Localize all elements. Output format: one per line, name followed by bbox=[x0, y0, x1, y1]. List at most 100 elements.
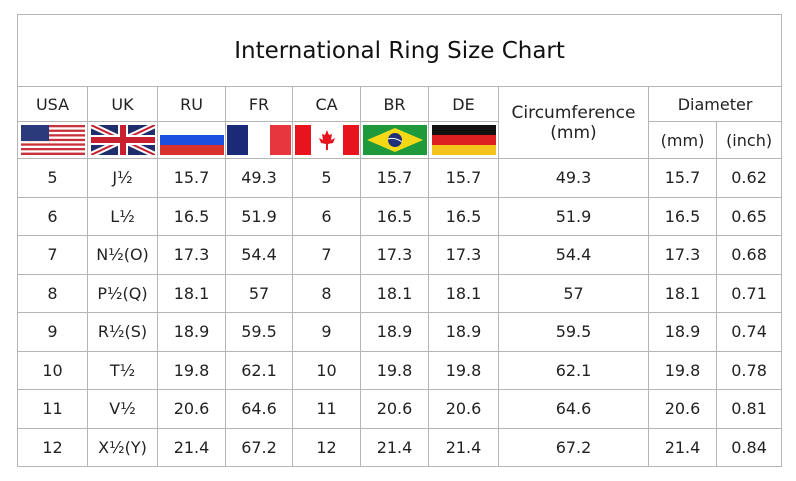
table-row: 11 V½ 20.6 64.6 11 20.6 20.6 64.6 20.6 0.81 bbox=[17, 389, 783, 429]
table-cell: J½ bbox=[87, 158, 158, 198]
table-cell: X½(Y) bbox=[87, 427, 158, 467]
table-cell: 21.4 bbox=[360, 427, 429, 467]
table-cell: 20.6 bbox=[157, 389, 226, 429]
table-cell: 6 bbox=[292, 196, 361, 236]
table-cell: 67.2 bbox=[225, 427, 293, 467]
header-br: BR bbox=[360, 86, 429, 122]
canada-flag-cell bbox=[292, 121, 361, 159]
header-circumference: Circumference (mm) bbox=[498, 86, 649, 159]
table-cell: 21.4 bbox=[428, 427, 499, 467]
table-cell: 20.6 bbox=[428, 389, 499, 429]
table-cell: 54.4 bbox=[225, 235, 293, 275]
table-cell: 9 bbox=[292, 312, 361, 352]
table-cell: 21.4 bbox=[157, 427, 226, 467]
table-cell: 12 bbox=[17, 427, 88, 467]
table-row: 10 T½ 19.8 62.1 10 19.8 19.8 62.1 19.8 0.78 bbox=[17, 350, 783, 390]
table-cell: 62.1 bbox=[498, 350, 649, 390]
germany-flag-icon bbox=[431, 125, 496, 155]
table-cell: 57 bbox=[225, 273, 293, 313]
table-cell: 21.4 bbox=[648, 427, 717, 467]
table-cell: 17.3 bbox=[648, 235, 717, 275]
table-cell: 7 bbox=[17, 235, 88, 275]
header-usa: USA bbox=[17, 86, 88, 122]
table-cell: N½(O) bbox=[87, 235, 158, 275]
header-ca: CA bbox=[292, 86, 361, 122]
table-cell: R½(S) bbox=[87, 312, 158, 352]
table-cell: 49.3 bbox=[225, 158, 293, 198]
france-flag-icon bbox=[227, 125, 291, 155]
table-row: 12 X½(Y) 21.4 67.2 12 21.4 21.4 67.2 21.4 0.84 bbox=[17, 427, 783, 467]
table-cell: 20.6 bbox=[648, 389, 717, 429]
table-cell: 16.5 bbox=[360, 196, 429, 236]
table-row: 6 L½ 16.5 51.9 6 16.5 16.5 51.9 16.5 0.65 bbox=[17, 196, 783, 236]
header-diameter-mm: (mm) bbox=[648, 121, 717, 159]
table-cell: 18.1 bbox=[648, 273, 717, 313]
france-flag-cell bbox=[225, 121, 293, 159]
header-fr: FR bbox=[225, 86, 293, 122]
table-cell: 18.9 bbox=[648, 312, 717, 352]
table-cell: 16.5 bbox=[648, 196, 717, 236]
table-cell: 0.84 bbox=[715, 427, 783, 467]
table-cell: 8 bbox=[292, 273, 361, 313]
table-cell: 67.2 bbox=[498, 427, 649, 467]
table-cell: 0.71 bbox=[715, 273, 783, 313]
table-cell: 17.3 bbox=[360, 235, 429, 275]
table-cell: 18.9 bbox=[360, 312, 429, 352]
table-row: 5 J½ 15.7 49.3 5 15.7 15.7 49.3 15.7 0.62 bbox=[17, 158, 783, 198]
table-cell: 10 bbox=[17, 350, 88, 390]
table-row: 7 N½(O) 17.3 54.4 7 17.3 17.3 54.4 17.3 0.68 bbox=[17, 235, 783, 275]
table-cell: 49.3 bbox=[498, 158, 649, 198]
us-flag-cell bbox=[17, 121, 88, 159]
table-cell: L½ bbox=[87, 196, 158, 236]
russia-flag-cell bbox=[157, 121, 226, 159]
brazil-flag-cell bbox=[360, 121, 429, 159]
table-cell: 0.65 bbox=[715, 196, 783, 236]
table-cell: 59.5 bbox=[498, 312, 649, 352]
uk-flag-cell bbox=[87, 121, 158, 159]
russia-flag-icon bbox=[159, 125, 224, 155]
brazil-flag-icon bbox=[362, 125, 427, 155]
header-uk: UK bbox=[87, 86, 158, 122]
table-cell: 19.8 bbox=[157, 350, 226, 390]
table-cell: 16.5 bbox=[428, 196, 499, 236]
table-cell: 18.1 bbox=[360, 273, 429, 313]
table-cell: 7 bbox=[292, 235, 361, 275]
table-cell: 18.9 bbox=[428, 312, 499, 352]
table-row: 9 R½(S) 18.9 59.5 9 18.9 18.9 59.5 18.9 0.74 bbox=[17, 312, 783, 352]
table-cell: 8 bbox=[17, 273, 88, 313]
table-cell: 0.74 bbox=[715, 312, 783, 352]
header-ru: RU bbox=[157, 86, 226, 122]
table-cell: 10 bbox=[292, 350, 361, 390]
us-flag-icon bbox=[20, 125, 85, 155]
table-cell: V½ bbox=[87, 389, 158, 429]
header-diameter-inch: (inch) bbox=[715, 121, 783, 159]
table-cell: 5 bbox=[292, 158, 361, 198]
table-cell: 0.62 bbox=[715, 158, 783, 198]
table-cell: 54.4 bbox=[498, 235, 649, 275]
table-cell: 64.6 bbox=[225, 389, 293, 429]
table-cell: 19.8 bbox=[360, 350, 429, 390]
table-cell: 62.1 bbox=[225, 350, 293, 390]
table-cell: 15.7 bbox=[648, 158, 717, 198]
table-cell: 9 bbox=[17, 312, 88, 352]
table-cell: 18.1 bbox=[157, 273, 226, 313]
table-cell: 17.3 bbox=[157, 235, 226, 275]
table-cell: 5 bbox=[17, 158, 88, 198]
table-cell: 16.5 bbox=[157, 196, 226, 236]
table-cell: 51.9 bbox=[225, 196, 293, 236]
ring-size-table: International Ring Size Chart USA UK RU … bbox=[16, 14, 783, 467]
table-cell: 15.7 bbox=[157, 158, 226, 198]
table-cell: 11 bbox=[292, 389, 361, 429]
table-cell: 0.68 bbox=[715, 235, 783, 275]
table-cell: 15.7 bbox=[360, 158, 429, 198]
table-row: 8 P½(Q) 18.1 57 8 18.1 18.1 57 18.1 0.71 bbox=[17, 273, 783, 313]
table-cell: T½ bbox=[87, 350, 158, 390]
table-cell: 18.1 bbox=[428, 273, 499, 313]
table-cell: 12 bbox=[292, 427, 361, 467]
table-cell: 11 bbox=[17, 389, 88, 429]
table-cell: 6 bbox=[17, 196, 88, 236]
table-cell: 17.3 bbox=[428, 235, 499, 275]
table-cell: 57 bbox=[498, 273, 649, 313]
germany-flag-cell bbox=[428, 121, 499, 159]
table-cell: 18.9 bbox=[157, 312, 226, 352]
